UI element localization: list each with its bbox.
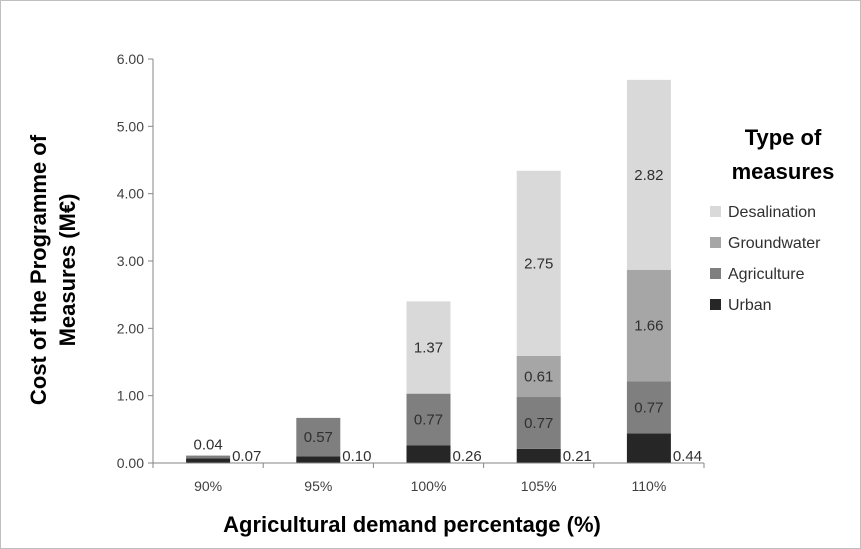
bar-segment-groundwater	[516, 355, 561, 398]
y-tick-label: 6.00	[117, 51, 144, 67]
y-tick-label: 0.00	[117, 455, 144, 471]
data-label: 1.66	[634, 318, 663, 335]
data-label: 0.44	[673, 448, 702, 465]
data-label: 1.37	[414, 340, 443, 357]
y-axis-title-line2: Measures (M€)	[55, 194, 80, 347]
bar-segment-urban	[516, 448, 561, 463]
legend-title-line2: measures	[732, 159, 835, 184]
bar-segment-urban	[296, 456, 341, 463]
legend-label-desalination: Desalination	[728, 204, 816, 221]
y-tick-label: 3.00	[117, 253, 144, 269]
data-label: 0.04	[193, 437, 222, 454]
bar-segment-agriculture	[186, 455, 231, 459]
bar-segment-agriculture	[626, 381, 671, 434]
data-label: 0.21	[563, 448, 592, 465]
bar-segment-groundwater	[626, 269, 671, 382]
data-label: 0.61	[524, 368, 553, 385]
y-tick-label: 4.00	[117, 186, 144, 202]
legend-swatch-groundwater	[710, 237, 721, 248]
legend-label-agriculture: Agriculture	[728, 266, 805, 283]
data-label: 0.77	[634, 399, 663, 416]
bar-segment-urban	[626, 433, 671, 463]
y-tick-label: 5.00	[117, 118, 144, 134]
legend-label-groundwater: Groundwater	[728, 235, 821, 252]
data-label: 2.75	[524, 255, 553, 272]
bar-segment-desalination	[626, 79, 671, 270]
bar-segment-desalination	[406, 301, 451, 394]
legend-title-line1: Type of	[745, 125, 822, 150]
data-label: 0.77	[414, 412, 443, 429]
data-label: 2.82	[634, 167, 663, 184]
x-tick-label: 90%	[194, 478, 222, 494]
legend-swatch-agriculture	[710, 268, 721, 279]
bar-segment-agriculture	[296, 417, 341, 457]
legend-swatch-desalination	[710, 206, 721, 217]
legend-swatch-urban	[710, 299, 721, 310]
x-axis-title: Agricultural demand percentage (%)	[223, 512, 601, 537]
y-tick-label: 1.00	[117, 388, 144, 404]
bar-segment-urban	[186, 458, 231, 463]
data-label: 0.07	[232, 448, 261, 465]
legend: Desalination Groundwater Agriculture Urban	[710, 204, 821, 314]
plot-area: 0.00 1.00 2.00 3.00 4.00 5.00 6.00 0.07 0.04 0.10…	[117, 51, 705, 494]
x-tick-label: 110%	[632, 478, 667, 494]
bar-segment-agriculture	[406, 393, 451, 446]
y-tick-label: 2.00	[117, 320, 144, 336]
bar-segment-agriculture	[516, 397, 561, 449]
data-label: 0.77	[524, 415, 553, 432]
y-axis-title-line1: Cost of the Programme of	[26, 134, 51, 405]
data-label: 0.10	[342, 448, 371, 465]
legend-label-urban: Urban	[728, 297, 772, 314]
x-tick-label: 100%	[411, 478, 447, 494]
data-label: 0.57	[304, 429, 333, 446]
data-label: 0.26	[453, 448, 482, 465]
bar-segment-urban	[406, 445, 451, 463]
bar-segment-desalination	[516, 170, 561, 356]
x-tick-label: 95%	[304, 478, 332, 494]
x-tick-label: 105%	[521, 478, 557, 494]
